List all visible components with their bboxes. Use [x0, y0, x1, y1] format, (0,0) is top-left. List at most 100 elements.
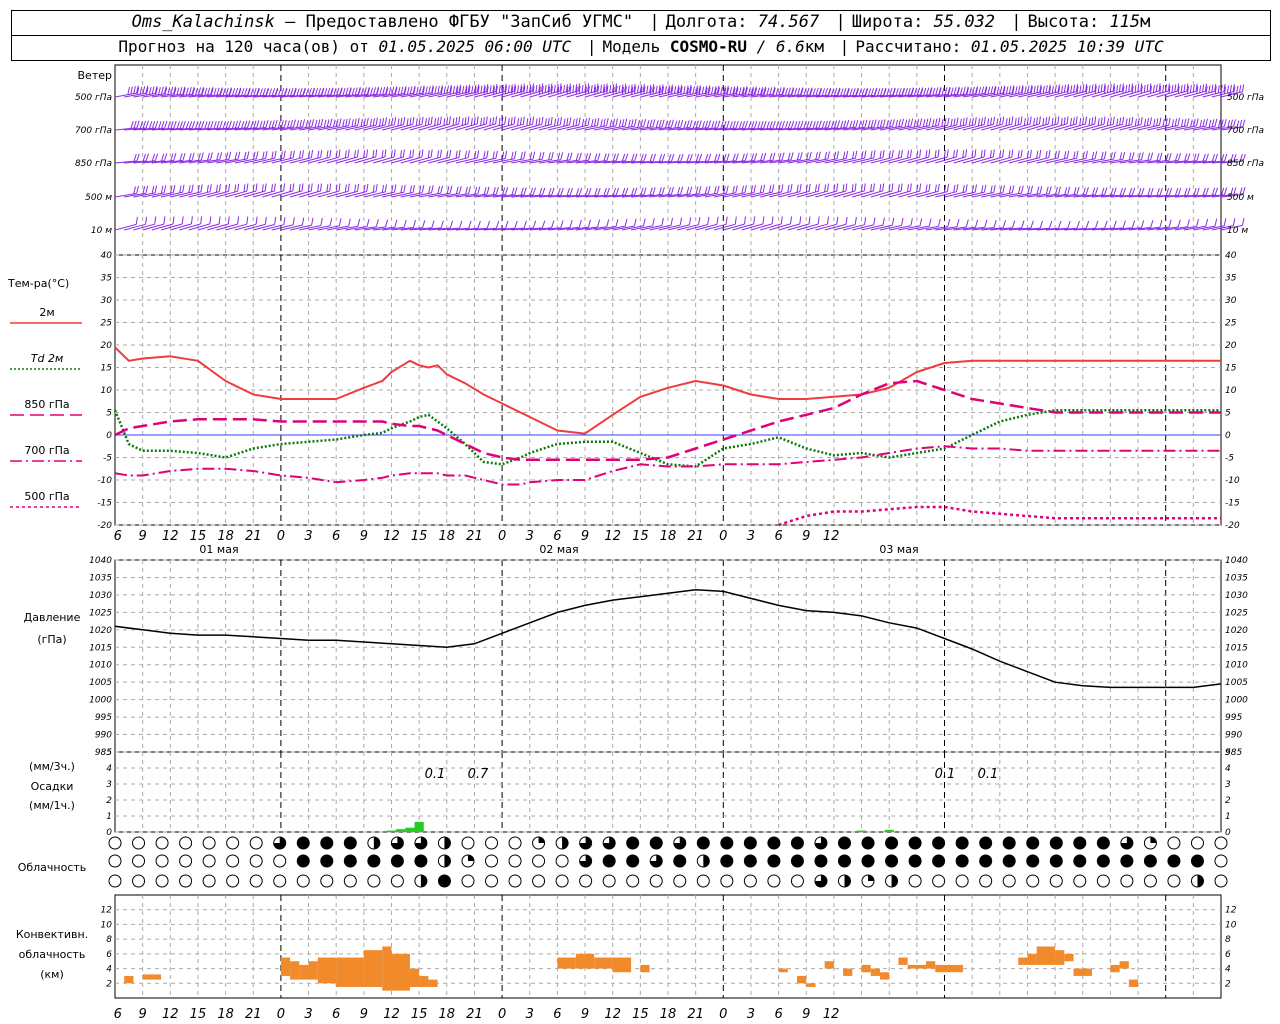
wind-level-label: 10 м — [91, 226, 112, 236]
wind-barb — [594, 219, 619, 231]
y-tick-label: 25 — [101, 319, 113, 329]
wind-barb — [925, 117, 950, 131]
wind-barb — [308, 218, 333, 231]
wind-barb — [474, 220, 500, 231]
convective-bar — [1036, 946, 1056, 965]
station-name: Oms_Kalachinsk — [131, 12, 275, 32]
wind-barb — [271, 87, 297, 98]
x-tick-label: 6 — [553, 529, 561, 544]
wind-barb — [1073, 187, 1099, 198]
y-tick-label: 0 — [106, 431, 112, 441]
cloud-symbol — [249, 854, 263, 868]
cloud-fill — [1120, 855, 1133, 867]
y-tick-label: 1010 — [89, 661, 112, 671]
wind-barb — [870, 217, 895, 231]
cloud-fill — [932, 837, 945, 849]
wind-barb — [907, 149, 931, 164]
wind-barb — [400, 149, 424, 164]
wind-barb — [566, 117, 590, 131]
wind-barb — [981, 116, 1005, 131]
cloud-symbol — [485, 874, 499, 888]
convective-bar — [1073, 968, 1092, 976]
wind-barb — [677, 120, 702, 131]
wind-barb — [1119, 83, 1143, 98]
pressure-title: Давление — [24, 611, 81, 624]
cloud-fill — [420, 875, 427, 887]
wind-barb — [898, 183, 922, 198]
x-tick-label: 18 — [660, 1007, 677, 1022]
header-row-2: Прогноз на 120 часа(ов) от 01.05.2025 06… — [11, 35, 1271, 61]
wind-barb — [750, 216, 774, 231]
wind-level-label: 700 гПа — [75, 126, 112, 136]
y-tick-label: 1035 — [89, 573, 112, 583]
convective-bar — [594, 957, 613, 969]
wind-barb — [114, 120, 140, 131]
precip-bar — [396, 829, 406, 832]
wind-barb — [732, 216, 756, 231]
pressure-unit: (гПа) — [37, 633, 66, 646]
legend-700-label: 700 гПа — [24, 444, 69, 457]
wind-barb — [391, 220, 416, 231]
cloud-fill — [720, 837, 733, 849]
wind-barb — [1128, 83, 1152, 98]
wind-barb — [631, 187, 656, 198]
x-tick-label: 12 — [162, 1007, 179, 1022]
cloud-symbol — [767, 874, 781, 888]
wind-barb — [465, 186, 490, 198]
wind-barb — [1101, 220, 1126, 231]
wind-barb — [787, 87, 813, 98]
wind-barb — [649, 119, 674, 131]
precip-bar — [884, 829, 894, 832]
wind-barb — [584, 219, 610, 231]
wind-barb — [289, 183, 313, 198]
y-tick-label: 990 — [95, 731, 112, 741]
cloud-symbol — [790, 874, 804, 888]
wind-barb — [483, 187, 509, 198]
cloud-symbol — [508, 836, 522, 850]
y-tick-label: -20 — [1225, 521, 1240, 531]
wind-barb — [419, 185, 443, 198]
x-tick-label: 18 — [439, 529, 456, 544]
wind-barb — [520, 116, 544, 131]
wind-barb — [612, 187, 638, 198]
wind-barb — [243, 120, 269, 131]
wind-barb — [621, 83, 645, 98]
wind-barb — [1138, 187, 1163, 198]
wind-barb — [1119, 187, 1145, 198]
wind-barb — [916, 117, 941, 131]
cloud-symbol — [532, 854, 546, 868]
wind-barb — [686, 153, 712, 164]
y-tick-label: 1020 — [89, 626, 112, 636]
wind-barb — [1202, 153, 1228, 164]
x-tick-label: 3 — [304, 529, 312, 544]
x-tick-label: 6 — [332, 1007, 340, 1022]
wind-barb — [667, 217, 692, 231]
cloud-symbol — [1167, 874, 1181, 888]
wind-barb — [197, 216, 221, 231]
y-tick-label: 10 — [1225, 920, 1237, 930]
wind-barb — [151, 216, 175, 231]
wind-barb — [907, 218, 932, 231]
wind-barb — [879, 118, 904, 131]
x-tick-label: 21 — [466, 529, 483, 544]
wind-barb — [382, 184, 406, 198]
wind-barb — [253, 150, 277, 164]
wind-barb — [1147, 117, 1171, 131]
wind-barb — [999, 85, 1024, 98]
wind-barb — [1119, 220, 1145, 231]
wind-barb — [409, 116, 433, 131]
wind-barb — [548, 220, 573, 231]
wind-barb — [1174, 153, 1200, 164]
wind-barb — [981, 220, 1006, 231]
wind-barb — [428, 149, 452, 164]
wind-barb — [1174, 187, 1200, 198]
wind-barb — [197, 152, 223, 164]
wind-barb — [1027, 186, 1052, 198]
wind-barb — [511, 83, 534, 98]
convective-bar — [280, 957, 291, 976]
wind-barb — [1128, 187, 1154, 198]
wind-barb — [1156, 219, 1181, 231]
wind-barb — [1082, 116, 1106, 131]
wind-barb — [806, 120, 831, 131]
wind-barb — [1165, 219, 1190, 231]
